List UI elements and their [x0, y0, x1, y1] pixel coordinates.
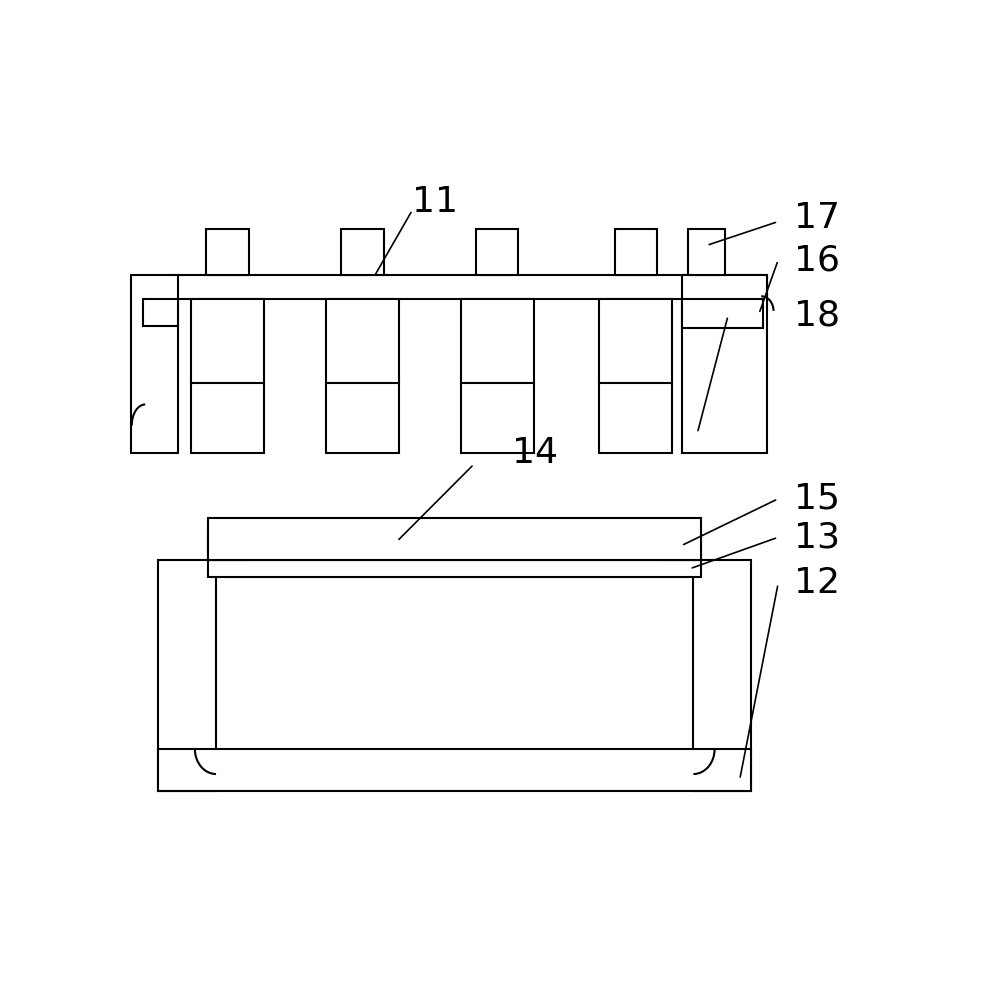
- Text: 15: 15: [794, 482, 840, 515]
- Bar: [341, 229, 384, 275]
- Bar: [208, 531, 248, 560]
- Bar: [693, 560, 751, 791]
- Bar: [688, 229, 725, 275]
- Bar: [131, 275, 178, 453]
- Text: 12: 12: [794, 566, 840, 601]
- Bar: [158, 749, 751, 791]
- Bar: [170, 275, 767, 299]
- Text: 18: 18: [794, 299, 840, 333]
- Text: 16: 16: [794, 243, 840, 277]
- Text: 17: 17: [794, 201, 840, 234]
- Bar: [206, 229, 249, 275]
- Bar: [208, 560, 701, 577]
- Text: 11: 11: [413, 186, 458, 219]
- Bar: [461, 299, 534, 453]
- Bar: [476, 229, 518, 275]
- Bar: [143, 299, 178, 326]
- Bar: [615, 229, 657, 275]
- Bar: [599, 299, 672, 453]
- Text: 14: 14: [512, 436, 558, 470]
- Bar: [208, 518, 701, 560]
- Bar: [661, 531, 701, 560]
- Bar: [682, 299, 763, 328]
- Bar: [158, 560, 216, 791]
- Bar: [682, 275, 767, 453]
- Text: 13: 13: [794, 520, 840, 554]
- Bar: [326, 299, 399, 453]
- Bar: [191, 299, 264, 453]
